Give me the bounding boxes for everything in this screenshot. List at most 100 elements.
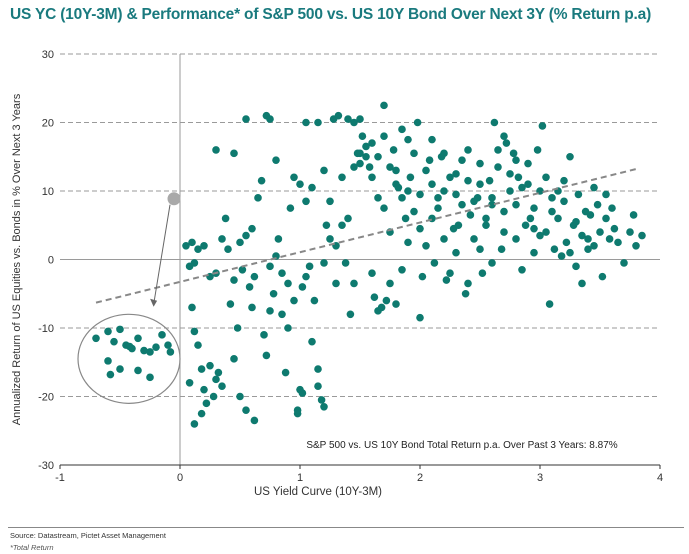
data-point [380, 132, 388, 140]
data-point [146, 348, 154, 356]
data-point [392, 180, 400, 188]
data-point [593, 200, 602, 209]
data-point [308, 337, 316, 346]
data-point [245, 283, 254, 291]
data-point [298, 389, 307, 397]
data-point [488, 200, 496, 209]
data-point [314, 382, 322, 391]
data-point [389, 146, 398, 154]
data-point [392, 166, 400, 175]
data-point [554, 214, 562, 223]
data-point [458, 200, 466, 209]
data-point [125, 342, 134, 351]
data-point [286, 204, 295, 212]
data-point [236, 238, 244, 247]
data-point [224, 245, 232, 254]
data-point [320, 402, 328, 411]
data-point [476, 159, 484, 168]
data-point [392, 300, 400, 308]
data-point [530, 248, 538, 257]
data-point [152, 343, 160, 351]
data-point [428, 180, 436, 188]
data-point [197, 365, 206, 373]
data-point [146, 373, 154, 382]
data-point [386, 163, 394, 171]
data-point [454, 221, 463, 230]
data-point [272, 156, 280, 164]
data-point [356, 115, 364, 123]
data-point [236, 392, 244, 401]
data-point [202, 399, 211, 408]
data-point [550, 245, 559, 254]
data-point [470, 197, 478, 206]
data-point [398, 125, 406, 134]
data-point [602, 214, 610, 223]
data-point [442, 276, 451, 284]
data-point [370, 293, 379, 301]
data-point [116, 325, 124, 334]
annotations: S&P 500 vs. US 10Y Bond Total Return p.a… [77, 168, 637, 451]
data-point [590, 242, 598, 250]
data-point [320, 259, 328, 267]
data-point [434, 194, 442, 202]
data-point [614, 238, 622, 247]
data-point [197, 409, 206, 418]
data-point [572, 262, 580, 271]
data-point [404, 187, 412, 195]
trend-line [95, 168, 637, 304]
data-point [250, 272, 259, 281]
data-point [452, 170, 460, 178]
data-point [494, 146, 502, 154]
data-point [602, 190, 610, 199]
y-tick-label: 20 [42, 118, 54, 130]
data-point [140, 346, 148, 355]
y-tick-label: 30 [42, 49, 54, 61]
data-point [497, 245, 506, 254]
annotation-text: S&P 500 vs. US 10Y Bond Total Return p.a… [306, 440, 617, 451]
data-point [466, 211, 475, 219]
data-point [410, 207, 418, 216]
x-tick-label: 3 [537, 472, 543, 484]
data-point [584, 235, 592, 243]
data-point [350, 118, 358, 127]
data-point [221, 214, 230, 223]
data-point [296, 180, 304, 188]
data-point [586, 211, 595, 219]
data-point [464, 176, 472, 185]
data-point [332, 279, 340, 288]
data-point [518, 183, 526, 192]
data-point [500, 228, 508, 236]
data-point [404, 135, 412, 144]
data-point [248, 224, 256, 233]
data-point [317, 396, 326, 404]
data-point [382, 296, 391, 305]
data-point [365, 163, 374, 171]
data-point [598, 272, 607, 281]
data-point [338, 173, 346, 182]
data-point [557, 252, 566, 260]
data-point [488, 194, 496, 202]
footnote: *Total Return [10, 543, 54, 552]
data-point [374, 194, 382, 202]
data-point [134, 366, 142, 375]
x-tick-label: 4 [657, 472, 663, 484]
data-point [542, 173, 550, 182]
data-point [238, 265, 247, 274]
data-point [116, 365, 124, 373]
data-point [632, 242, 640, 250]
data-point [538, 122, 547, 130]
data-point [536, 231, 544, 240]
data-point [358, 132, 367, 140]
data-point [104, 327, 112, 336]
data-point [200, 242, 208, 250]
data-point [490, 118, 499, 127]
data-point [326, 235, 334, 243]
data-point [440, 235, 448, 243]
chart-title: US YC (10Y-3M) & Performance* of S&P 500… [10, 6, 652, 23]
data-point [230, 149, 238, 158]
data-point [530, 224, 538, 233]
data-point [257, 176, 266, 185]
data-point [308, 183, 316, 192]
y-axis-label: Annualized Return of US Equities vs. Bon… [11, 93, 23, 425]
